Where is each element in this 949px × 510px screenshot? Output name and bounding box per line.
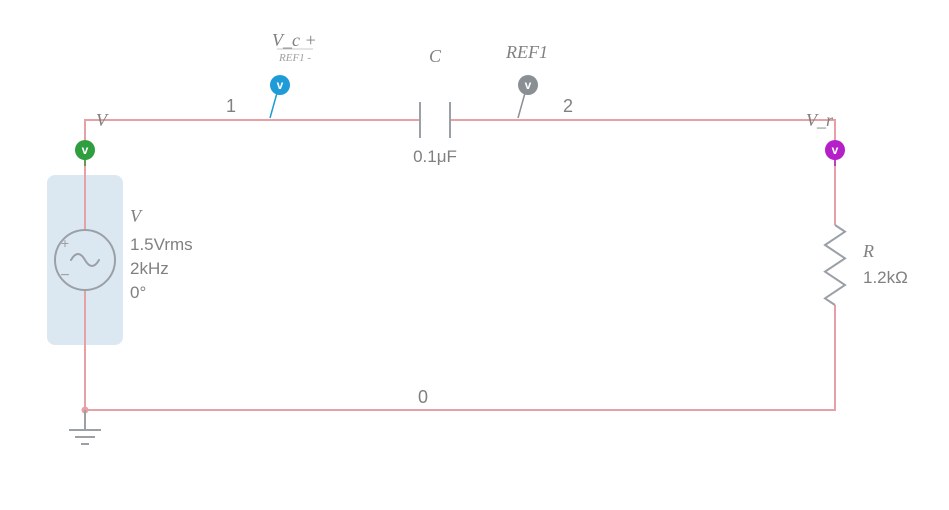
probe-badge-letter: v <box>525 78 532 92</box>
ground-symbol[interactable] <box>69 410 101 444</box>
probe-ref1[interactable]: v REF1 <box>505 42 548 118</box>
probe-badge-letter: v <box>277 78 284 92</box>
resistor[interactable]: R 1.2kΩ <box>825 225 908 305</box>
probe-vc[interactable]: v V_c + REF1 - <box>270 30 317 118</box>
capacitor[interactable]: C 0.1μF <box>413 46 457 166</box>
probe-vc-sublabel: REF1 - <box>278 52 311 64</box>
capacitor-name-label: C <box>429 46 442 66</box>
node-1-label: 1 <box>226 96 236 116</box>
resistor-name-label: R <box>862 241 874 261</box>
probe-ref1-label: REF1 <box>505 42 548 62</box>
probe-vr-label: V_r <box>806 110 834 130</box>
probe-badge-letter: v <box>832 143 839 157</box>
source-value-2: 2kHz <box>130 259 169 278</box>
node-0-label: 0 <box>418 387 428 407</box>
probe-vc-label: V_c + <box>272 30 317 50</box>
resistor-value-label: 1.2kΩ <box>863 268 908 287</box>
node-2-label: 2 <box>563 96 573 116</box>
wires <box>82 120 836 414</box>
source-value-3: 0° <box>130 283 146 302</box>
svg-text:−: − <box>60 267 69 284</box>
probe-badge-letter: v <box>82 143 89 157</box>
source-name-label: V <box>130 206 143 226</box>
probe-v[interactable]: vV <box>75 110 109 166</box>
capacitor-value-label: 0.1μF <box>413 147 457 166</box>
source-value-1: 1.5Vrms <box>130 235 193 254</box>
probe-vr[interactable]: v V_r <box>806 110 845 166</box>
svg-text:+: + <box>61 235 69 251</box>
